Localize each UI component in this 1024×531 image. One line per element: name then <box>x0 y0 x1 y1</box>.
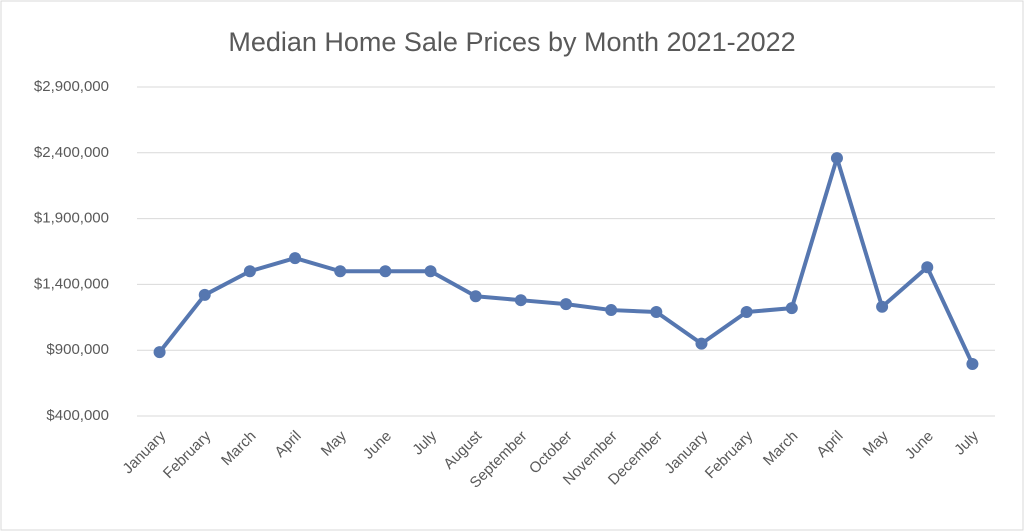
data-point <box>876 300 889 313</box>
data-point <box>830 152 843 165</box>
data-point <box>153 346 166 359</box>
data-point <box>379 265 392 278</box>
data-point <box>198 288 211 301</box>
data-point <box>695 337 708 350</box>
y-tick-label: $400,000 <box>46 407 109 424</box>
data-point <box>469 290 482 303</box>
y-tick-label: $2,900,000 <box>34 78 109 95</box>
data-point <box>514 294 527 307</box>
data-point <box>424 265 437 278</box>
data-point <box>740 306 753 319</box>
y-tick-label: $1,900,000 <box>34 210 109 227</box>
chart-title: Median Home Sale Prices by Month 2021-20… <box>228 27 795 57</box>
data-point <box>921 261 934 274</box>
data-point <box>785 302 798 315</box>
y-tick-label: $2,400,000 <box>34 144 109 161</box>
data-point <box>289 252 302 265</box>
data-point <box>560 298 572 311</box>
data-point <box>605 304 618 317</box>
y-tick-label: $1,400,000 <box>34 275 109 292</box>
data-point <box>650 306 663 319</box>
data-point <box>966 358 979 371</box>
data-point <box>334 265 347 278</box>
y-tick-label: $900,000 <box>46 341 109 358</box>
data-point <box>243 265 256 278</box>
